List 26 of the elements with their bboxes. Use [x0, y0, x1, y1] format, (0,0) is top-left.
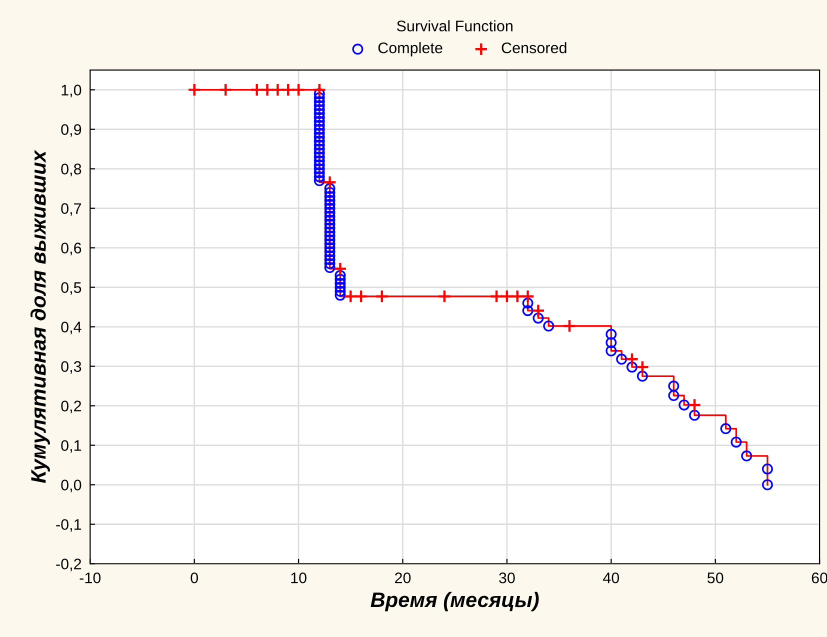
- y-tick-label: 0,0: [61, 480, 82, 492]
- y-tick-label: 0,1: [61, 440, 82, 453]
- x-tick-label: 60: [812, 572, 827, 584]
- x-tick-label: 30: [499, 572, 515, 584]
- x-tick-label: 40: [603, 572, 620, 584]
- x-axis-title: Время (месяцы): [370, 592, 539, 612]
- legend-label: Censored: [502, 42, 566, 54]
- y-axis-title: Кумулятивная доля выживших: [30, 150, 50, 483]
- y-tick-label: 0,5: [61, 282, 82, 295]
- y-tick-label: 1,0: [62, 84, 82, 98]
- x-tick-label: 50: [707, 572, 724, 584]
- y-tick-label: 0,9: [61, 124, 82, 137]
- y-tick-label: 0,2: [61, 400, 82, 414]
- legend-label: Complete: [378, 42, 442, 56]
- y-tick-label: 0,6: [61, 242, 82, 256]
- x-tick-label: 0: [190, 572, 198, 584]
- y-tick-label: -0,2: [56, 558, 82, 572]
- y-tick-label: 0,4: [61, 322, 82, 334]
- y-tick-label: 0,3: [61, 361, 82, 374]
- x-tick-label: 20: [395, 572, 411, 584]
- y-tick-label: 0,7: [61, 203, 82, 216]
- x-tick-label: 10: [291, 572, 306, 584]
- legend-title: Survival Function: [396, 20, 512, 32]
- x-tick-label: -10: [80, 572, 101, 584]
- y-tick-label: 0,8: [61, 164, 82, 176]
- y-tick-label: -0,1: [56, 519, 82, 532]
